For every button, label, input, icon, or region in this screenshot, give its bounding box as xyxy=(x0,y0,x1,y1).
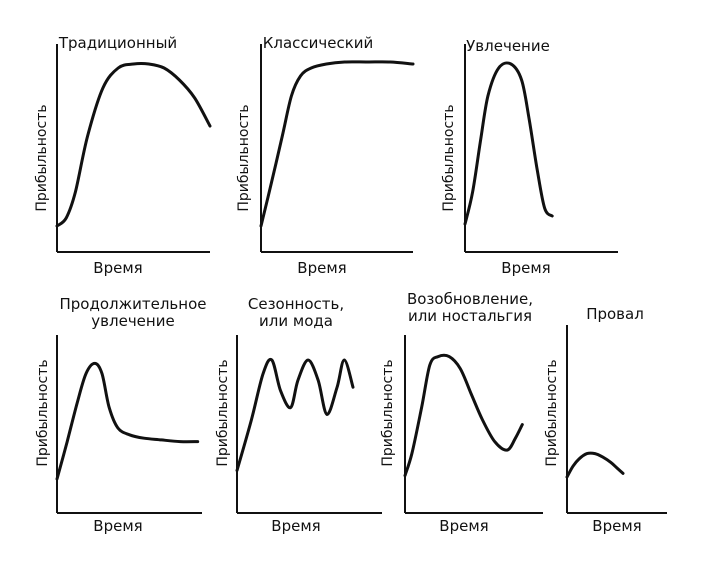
panel-title-text: Продолжительное увлечение xyxy=(59,295,207,331)
profitability-curve xyxy=(403,353,524,478)
y-axis-label: Прибыльность xyxy=(34,104,50,212)
profitability-curve xyxy=(235,357,355,472)
life-cycle-panel xyxy=(55,335,202,514)
panel-title: Возобновление, или ностальгия xyxy=(406,290,534,326)
life-cycle-panel xyxy=(235,335,382,514)
profitability-curve xyxy=(259,60,415,228)
profitability-curve xyxy=(565,451,625,479)
profitability-curve xyxy=(463,61,554,226)
x-axis-label: Время xyxy=(592,517,642,535)
y-axis-label: Прибыльность xyxy=(441,104,457,212)
panel-title-text: Возобновление, или ностальгия xyxy=(406,290,534,326)
life-cycle-panel xyxy=(565,325,667,514)
x-axis-label: Время xyxy=(439,517,489,535)
x-axis-label: Время xyxy=(271,517,321,535)
life-cycle-panel xyxy=(259,44,415,253)
x-axis-label: Время xyxy=(93,517,143,535)
panel-title: Традиционный xyxy=(58,34,178,52)
y-axis-label: Прибыльность xyxy=(544,359,560,467)
y-axis-label: Прибыльность xyxy=(236,104,252,212)
x-axis-label: Время xyxy=(93,259,143,277)
panel-title: Провал xyxy=(586,305,644,323)
panel-title: Продолжительное увлечение xyxy=(59,295,207,331)
life-cycle-panel xyxy=(55,44,212,253)
panel-title: Сезонность, или мода xyxy=(247,295,345,331)
life-cycle-panel xyxy=(463,44,618,253)
profitability-curve xyxy=(55,61,212,228)
panel-title: Увлечение xyxy=(466,37,550,55)
profitability-curve xyxy=(55,361,200,481)
x-axis-label: Время xyxy=(501,259,551,277)
y-axis-label: Прибыльность xyxy=(380,359,396,467)
x-axis-label: Время xyxy=(297,259,347,277)
panel-title-text: Сезонность, или мода xyxy=(247,295,345,331)
y-axis-label: Прибыльность xyxy=(35,359,51,467)
panel-title: Классический xyxy=(262,34,374,52)
life-cycle-panel xyxy=(403,335,543,514)
y-axis-label: Прибыльность xyxy=(215,359,231,467)
